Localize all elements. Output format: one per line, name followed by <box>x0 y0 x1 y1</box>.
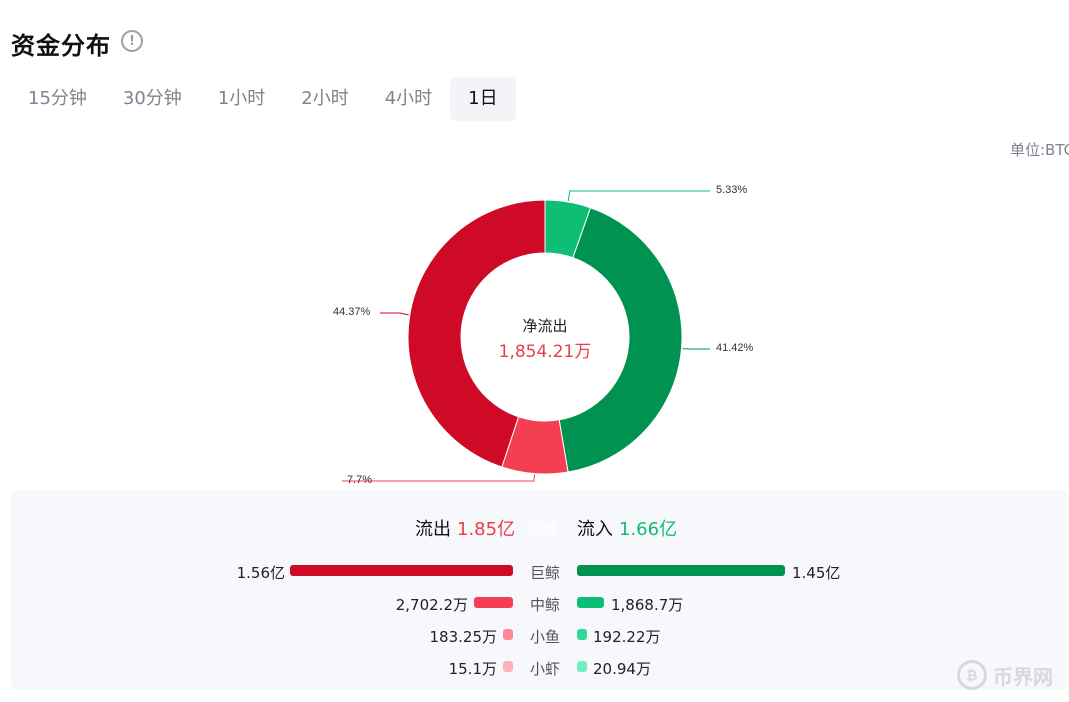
time-range-tabs: 15分钟 30分钟 1小时 2小时 4小时 1日 <box>10 77 516 121</box>
center-title: 净流出 <box>522 317 568 335</box>
outflow-summary: 流出 1.85亿 <box>415 515 515 541</box>
row-label: 中鲸 <box>529 596 560 614</box>
inflow-total: 1.66亿 <box>619 519 678 540</box>
center-value: 1,854.21万 <box>498 342 592 362</box>
in-bar <box>577 629 587 640</box>
row-in-value: 1.45亿 <box>792 564 841 582</box>
row-in-value: 20.94万 <box>593 660 651 678</box>
slice-label-outflow-small: 7.7% <box>347 474 373 486</box>
row-label: 小虾 <box>529 660 560 678</box>
slice-label-outflow-large: 44.37% <box>333 306 371 318</box>
hidden-label: 巨鲸 <box>527 520 558 538</box>
out-bar <box>503 661 513 672</box>
row-out-value: 183.25万 <box>429 628 498 646</box>
row-label: 小鱼 <box>529 628 560 646</box>
watermark: ₿ 币界网 <box>957 660 1053 690</box>
watermark-text: 币界网 <box>993 664 1053 689</box>
out-bar <box>503 629 513 640</box>
unit-label: 单位:BTC <box>1010 141 1069 159</box>
out-bar <box>474 597 513 608</box>
in-bar <box>577 565 785 576</box>
tab-1h[interactable]: 1小时 <box>217 88 266 109</box>
tab-15min[interactable]: 15分钟 <box>28 88 87 109</box>
inflow-summary: 流入 1.66亿 <box>577 515 677 541</box>
page-title: 资金分布 <box>11 32 111 60</box>
outflow-total: 1.85亿 <box>457 519 516 540</box>
slice-inflow-large[interactable] <box>558 207 683 473</box>
slice-outflow-large[interactable] <box>407 199 546 468</box>
leader-line <box>342 474 536 482</box>
leader-line <box>380 312 409 316</box>
info-circle-icon[interactable]: ! <box>121 30 143 52</box>
row-in-value: 192.22万 <box>593 628 661 646</box>
donut-chart <box>342 190 710 482</box>
leader-line <box>567 190 710 202</box>
inflow-label: 流入 <box>577 519 613 540</box>
row-label: 巨鲸 <box>529 564 560 582</box>
bitcoin-icon: ₿ <box>957 660 987 690</box>
slice-label-inflow-large: 41.42% <box>716 342 754 354</box>
slice-label-inflow-small: 5.33% <box>716 184 748 196</box>
row-out-value: 1.56亿 <box>236 564 285 582</box>
flow-breakdown-panel <box>11 490 1069 690</box>
row-in-value: 1,868.7万 <box>611 596 684 614</box>
tab-2h[interactable]: 2小时 <box>301 88 349 109</box>
tab-30min[interactable]: 30分钟 <box>122 88 182 109</box>
row-out-value: 2,702.2万 <box>395 596 468 614</box>
in-bar <box>577 597 604 608</box>
in-bar <box>577 661 587 672</box>
row-out-value: 15.1万 <box>448 660 497 678</box>
tab-4h[interactable]: 4小时 <box>384 88 433 109</box>
outflow-label: 流出 <box>415 519 451 540</box>
tab-1d[interactable]: 1日 <box>450 77 516 121</box>
out-bar <box>290 565 513 576</box>
